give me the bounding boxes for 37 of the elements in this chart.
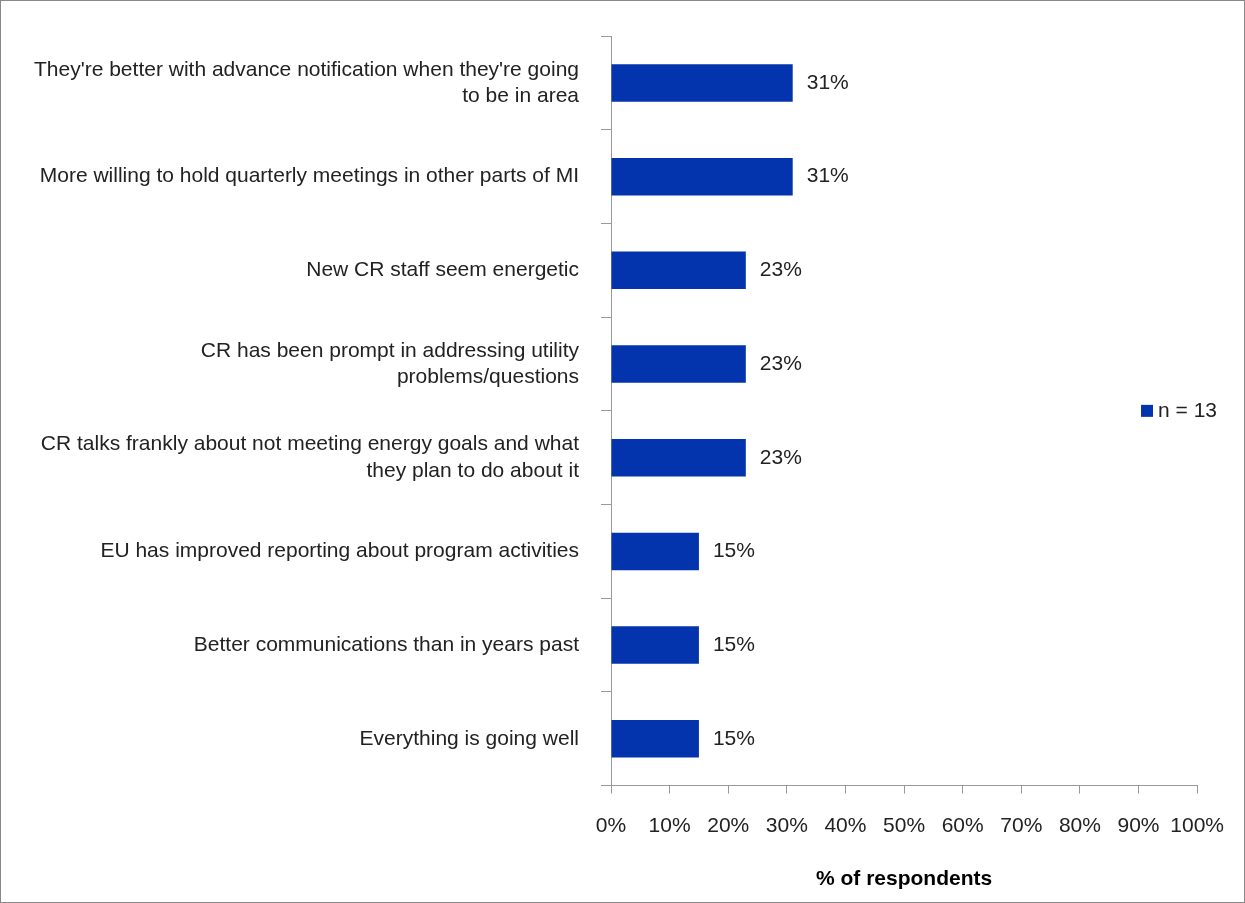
bar <box>611 626 699 664</box>
bar <box>611 720 699 758</box>
data-label: 15% <box>712 538 755 562</box>
x-tick-label: 30% <box>765 813 808 836</box>
data-label: 31% <box>806 163 849 187</box>
data-label: 23% <box>759 444 802 468</box>
bar <box>611 438 746 477</box>
data-label: 15% <box>712 631 755 655</box>
y-tick-label: CR has been prompt in addressing utility problems/questions <box>200 337 580 387</box>
y-tick-label: More willing to hold quarterly meetings in other parts of MI <box>39 163 579 187</box>
x-tick-label: 40% <box>824 813 867 836</box>
x-tick-label: 80% <box>1058 813 1101 836</box>
legend-label: n = 13 <box>1158 397 1218 421</box>
x-tick-label: 70% <box>1000 813 1043 836</box>
bar <box>611 157 793 196</box>
data-label: 23% <box>759 257 802 281</box>
x-tick-label: 100% <box>1170 813 1224 836</box>
y-tick-label: Better communications than in years past <box>193 631 580 655</box>
y-tick-label: They're better with advance notification when they're going to be in area <box>33 56 580 106</box>
bar <box>611 251 746 290</box>
x-tick-label: 0% <box>595 813 627 836</box>
x-tick-label: 10% <box>648 813 691 836</box>
x-tick-label: 60% <box>941 813 984 836</box>
bar <box>611 64 793 102</box>
data-label: 31% <box>806 69 849 93</box>
y-tick-label: New CR staff seem energetic <box>306 257 579 281</box>
bar <box>611 532 699 571</box>
bar <box>611 345 746 383</box>
y-tick-label: CR talks frankly about not meeting energy goals and what they plan to do about it <box>40 431 580 481</box>
y-tick-label: Everything is going well <box>359 725 579 749</box>
x-tick-label: 50% <box>883 813 926 836</box>
x-tick-label: 90% <box>1117 813 1160 836</box>
x-axis-title: % of respondents <box>815 866 993 890</box>
y-tick-label: EU has improved reporting about program activities <box>100 538 579 562</box>
x-tick-label: 20% <box>707 813 750 836</box>
data-label: 23% <box>759 350 802 374</box>
data-label: 15% <box>712 725 755 749</box>
